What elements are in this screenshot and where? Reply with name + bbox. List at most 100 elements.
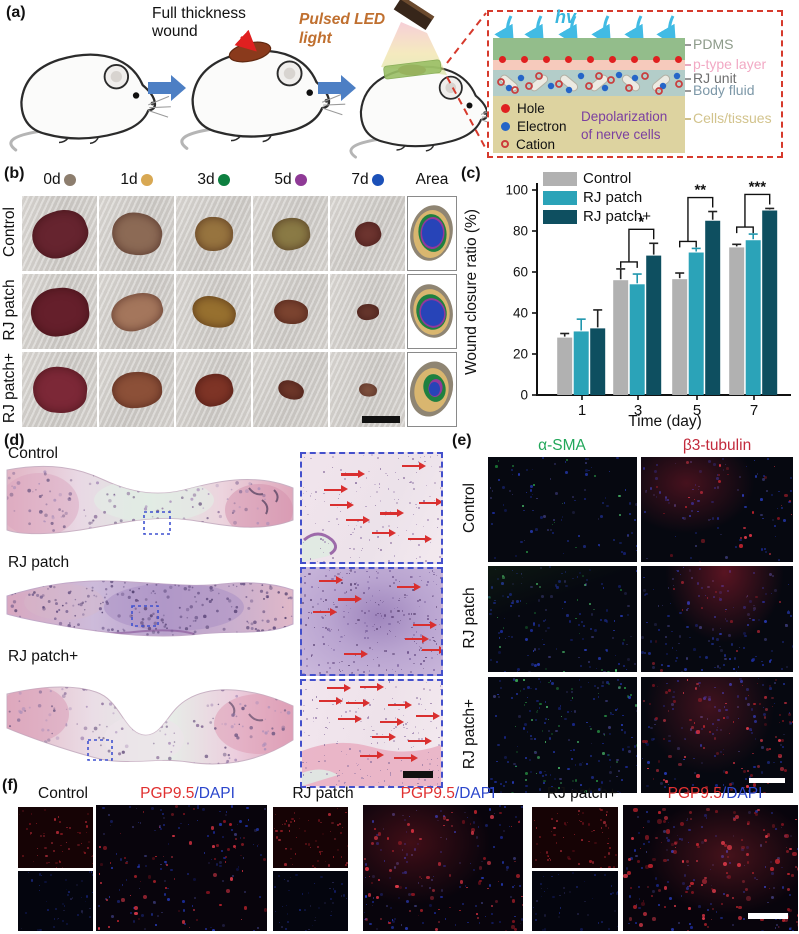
fluor-rj-patch-asma (488, 566, 637, 672)
red-arrow-icon (393, 753, 418, 762)
device-inset: hv (487, 7, 783, 158)
rj-units (497, 71, 683, 95)
pgp-group-rj-patch: RJ patch PGP9.5/DAPI (273, 783, 523, 933)
pgp-group-control: Control PGP9.5/DAPI (18, 783, 267, 933)
scale-bar (403, 771, 433, 778)
inset-legend: Hole Electron Cation (501, 99, 567, 153)
hist-label-rj-patch-plus: RJ patch+ (8, 648, 79, 665)
bar (762, 210, 778, 395)
pgp-channel-thumb (273, 807, 348, 868)
bar (688, 252, 704, 395)
label-line (685, 118, 691, 120)
panel-f: (f) Control PGP9.5/DAPI RJ patch PGP9.5/… (0, 777, 799, 934)
red-arrow-icon (379, 508, 404, 518)
bar (557, 337, 573, 395)
led-device (393, 0, 435, 31)
wound-photo (253, 274, 328, 349)
panel-b: (b) 0d 1d 3d 5d 7d Area Control RJ patch… (0, 163, 460, 435)
wound-photo (22, 352, 97, 427)
red-arrow-icon (360, 682, 385, 692)
x-tick: 3 (634, 402, 642, 419)
wound-photo (99, 352, 174, 427)
wound-photo (330, 274, 405, 349)
roi-box (87, 739, 113, 761)
red-arrow-icon (371, 732, 396, 741)
col-header-b3-tubulin: β3-tubulin (682, 437, 752, 454)
panel-c-label: (c) (461, 165, 481, 182)
row-label-rj-patch-plus: RJ patch+ (461, 698, 478, 770)
dapi-label: DAPI (198, 785, 235, 802)
label-line (685, 64, 691, 66)
red-arrow-icon (360, 751, 385, 760)
day-dot-icon (63, 174, 76, 186)
day-dot-icon (140, 174, 153, 186)
merged-image (623, 805, 798, 931)
wound-photo (99, 274, 174, 349)
wound-pointer-arrow-icon (234, 29, 257, 52)
chart-x-axis-label: Time (day) (628, 413, 702, 430)
label-rj-unit: RJ unit (693, 70, 737, 86)
pgp-group-rj-patch-plus: RJ patch+ PGP9.5/DAPI (532, 783, 798, 933)
dapi-label: DAPI (726, 785, 763, 802)
row-label-rj-patch-plus: RJ patch+ (1, 352, 18, 424)
red-arrow-icon (346, 698, 371, 708)
red-arrow-icon (329, 500, 354, 510)
roi-box (143, 511, 171, 535)
legend-swatch (543, 190, 577, 205)
wound-photo (176, 352, 251, 427)
significance-stars: * (638, 213, 644, 230)
bar (745, 240, 761, 395)
red-arrow-icon (324, 485, 349, 494)
arrow-right-icon (148, 75, 186, 101)
x-tick: 1 (578, 402, 586, 419)
day-dot-icon (294, 174, 307, 186)
label-line (685, 78, 691, 80)
label-line (685, 44, 691, 46)
label-body-fluid: Body fluid (693, 82, 755, 98)
red-arrow-icon (396, 582, 421, 592)
layer-tissue (493, 96, 685, 153)
layer-pdms (493, 38, 685, 60)
row-label-control: Control (461, 483, 478, 533)
fluor-control-asma (488, 457, 637, 562)
dapi-label: DAPI (459, 785, 496, 802)
red-arrow-icon (346, 515, 371, 525)
red-arrow-icon (418, 498, 441, 507)
panel-d-label: (d) (4, 432, 25, 449)
red-arrow-icon (413, 620, 438, 629)
fluor-control-b3 (641, 457, 793, 562)
panel-d: (d) Control RJ patch RJ patch+ (0, 432, 450, 792)
slash: / (194, 785, 199, 802)
day-dot-icon (371, 174, 384, 186)
wound-photo (22, 196, 97, 271)
stain-label: PGP9.5/DAPI (632, 785, 798, 803)
electron-dot-icon (501, 121, 510, 131)
slash: / (721, 785, 727, 802)
red-arrow-icon (338, 714, 363, 724)
col-header-asma: α-SMA (538, 437, 586, 454)
col-header-0d: 0d (22, 171, 97, 189)
wound-annotation: Full thickness wound (152, 5, 246, 40)
col-header-3d: 3d (176, 171, 251, 189)
svg-text:20: 20 (513, 347, 528, 362)
area-map-rj-patch-plus (407, 352, 457, 427)
pgp-label: PGP9.5 (667, 785, 722, 802)
depolarization-text: Depolarization of nerve cells (581, 109, 668, 142)
merged-image (96, 805, 267, 931)
dapi-channel-thumb (532, 871, 618, 931)
x-tick: 5 (693, 402, 701, 419)
red-arrow-icon (318, 576, 343, 585)
svg-text:80: 80 (513, 224, 528, 239)
area-map-rj-patch (407, 274, 457, 349)
cation-ring-icon (501, 140, 509, 148)
histology-rj-patch (6, 580, 294, 637)
dapi-channel-thumb (18, 871, 93, 931)
bar (729, 247, 745, 395)
fluor-rj-patch-plus-asma (488, 677, 637, 793)
svg-text:60: 60 (513, 265, 528, 280)
legend-item-control: Control (543, 169, 651, 188)
hole-dots-row (493, 56, 685, 64)
rj-patch (383, 59, 442, 80)
wound-photo (330, 352, 405, 427)
